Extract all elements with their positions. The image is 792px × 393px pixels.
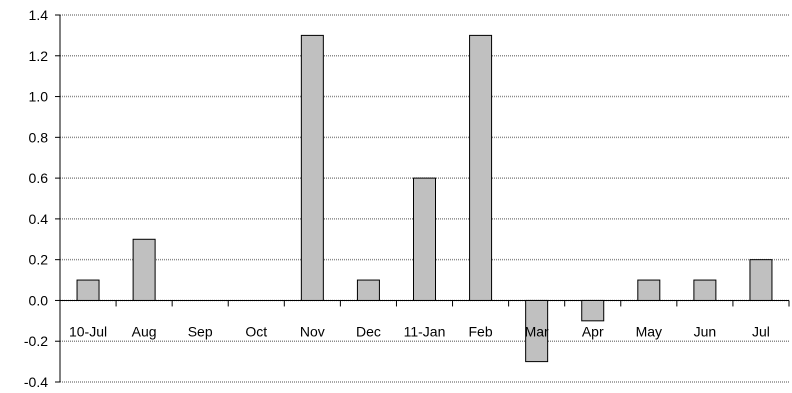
- y-axis-tick-labels: 1.4 1.2 1.0 0.8 0.6 0.4 0.2 0.0 -0.2 -0.4: [24, 7, 48, 390]
- bar-jun: [693, 279, 717, 301]
- y-tick-label: 0.2: [29, 252, 49, 268]
- x-category-label: Jun: [694, 323, 717, 339]
- bar-jul: [749, 259, 773, 301]
- x-category-label: Oct: [245, 323, 267, 339]
- axes: [55, 14, 790, 383]
- x-category-label: Aug: [132, 323, 157, 339]
- bar-dec: [356, 279, 380, 301]
- x-category-label: 11-Jan: [404, 323, 446, 339]
- x-category-label: 10-Jul: [69, 323, 107, 339]
- y-tick-label: -0.4: [24, 374, 48, 390]
- bar-apr: [581, 299, 605, 322]
- bars: [76, 34, 773, 363]
- y-tick-label: 1.4: [29, 7, 49, 23]
- x-axis-category-labels: 10-Jul Aug Sep Oct Nov Dec 11-Jan Feb Mar Apr May J…: [69, 323, 770, 339]
- y-tick-label: -0.2: [24, 333, 48, 349]
- bar-aug: [132, 238, 156, 301]
- x-category-label: Feb: [469, 323, 493, 339]
- x-category-label: Sep: [188, 323, 213, 339]
- y-tick-label: 0.8: [29, 129, 49, 145]
- y-tick-label: 0.4: [29, 211, 49, 227]
- x-category-label: Apr: [582, 323, 604, 339]
- x-category-label: May: [636, 323, 662, 339]
- bar-nov: [300, 34, 324, 301]
- x-category-label: Dec: [356, 323, 381, 339]
- bar-may: [637, 279, 661, 301]
- y-tick-label: 0.0: [29, 292, 49, 308]
- y-tick-label: 1.2: [29, 48, 49, 64]
- bar-11-jan: [413, 177, 436, 301]
- x-category-label: Mar: [525, 323, 549, 339]
- x-category-label: Nov: [300, 323, 325, 339]
- x-category-label: Jul: [752, 323, 770, 339]
- y-tick-label: 1.0: [29, 89, 49, 105]
- bar-feb: [469, 34, 493, 301]
- y-tick-label: 0.6: [29, 170, 49, 186]
- bar-10-jul: [76, 279, 100, 301]
